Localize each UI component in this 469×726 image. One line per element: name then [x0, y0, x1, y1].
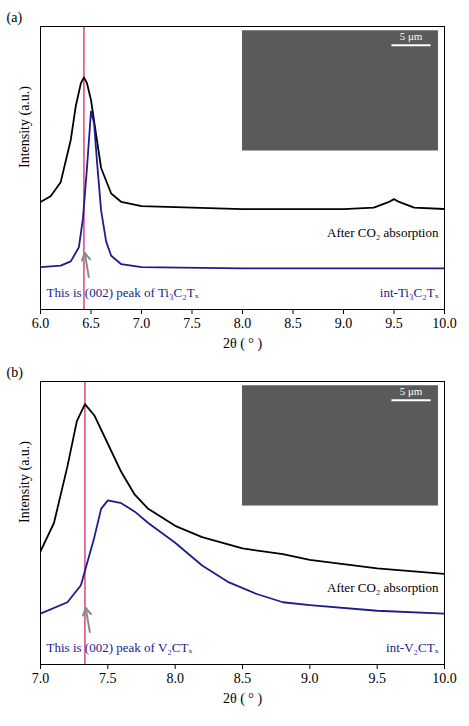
svg-text:(b): (b) [7, 365, 24, 381]
svg-text:7.0: 7.0 [133, 316, 151, 331]
svg-text:Intensity (a.u.): Intensity (a.u.) [17, 86, 33, 168]
svg-text:7.5: 7.5 [183, 316, 201, 331]
svg-text:9.5: 9.5 [385, 316, 403, 331]
svg-text:9.5: 9.5 [368, 671, 386, 686]
svg-text:2θ ( ° ): 2θ ( ° ) [223, 336, 262, 352]
svg-text:7.0: 7.0 [32, 671, 50, 686]
svg-text:9.0: 9.0 [335, 316, 353, 331]
svg-text:int-V₂CTₓ: int-V₂CTₓ [386, 640, 439, 655]
svg-text:8.5: 8.5 [284, 316, 302, 331]
svg-text:2θ ( ° ): 2θ ( ° ) [223, 691, 262, 707]
svg-text:8.5: 8.5 [234, 671, 252, 686]
svg-text:7.5: 7.5 [99, 671, 117, 686]
svg-text:After CO₂ absorption: After CO₂ absorption [327, 225, 439, 240]
svg-text:Intensity (a.u.): Intensity (a.u.) [17, 441, 33, 523]
svg-text:This is (002) peak of Ti₃C₂Tₓ: This is (002) peak of Ti₃C₂Tₓ [47, 285, 199, 300]
svg-text:(a): (a) [7, 10, 23, 26]
svg-text:5 μm: 5 μm [400, 30, 423, 42]
svg-text:6.5: 6.5 [82, 316, 100, 331]
svg-text:9.0: 9.0 [301, 671, 319, 686]
svg-text:After CO₂ absorption: After CO₂ absorption [327, 580, 439, 595]
svg-text:6.0: 6.0 [32, 316, 50, 331]
svg-text:10.0: 10.0 [432, 671, 457, 686]
svg-text:8.0: 8.0 [234, 316, 252, 331]
svg-text:int-Ti₃C₂Tₓ: int-Ti₃C₂Tₓ [380, 285, 439, 300]
svg-text:10.0: 10.0 [432, 316, 457, 331]
svg-text:5 μm: 5 μm [400, 385, 423, 397]
svg-text:8.0: 8.0 [166, 671, 184, 686]
svg-text:This is (002) peak of V₂CTₓ: This is (002) peak of V₂CTₓ [47, 640, 193, 655]
